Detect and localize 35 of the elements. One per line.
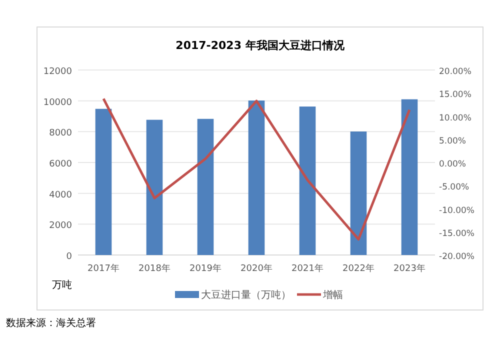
y2-tick-label: -20.00% bbox=[439, 252, 474, 262]
y-axis-title: 万吨 bbox=[52, 279, 72, 291]
y-tick-label: 0 bbox=[66, 252, 72, 262]
source-note: 数据来源：海关总署 bbox=[6, 317, 96, 329]
y-tick-label: 4000 bbox=[49, 190, 72, 200]
bar bbox=[401, 99, 418, 255]
x-tick-label: 2020年 bbox=[240, 263, 272, 274]
bar bbox=[146, 120, 163, 255]
x-tick-label: 2021年 bbox=[292, 263, 324, 274]
bar bbox=[95, 108, 112, 255]
y-tick-label: 10000 bbox=[43, 98, 72, 108]
y2-tick-label: -15.00% bbox=[439, 228, 474, 239]
y2-tick-label: 15.00% bbox=[439, 90, 472, 100]
chart-title: 2017-2023 年我国大豆进口情况 bbox=[176, 39, 346, 52]
x-tick-label: 2018年 bbox=[138, 263, 170, 274]
bar bbox=[197, 118, 214, 255]
y2-tick-label: 5.00% bbox=[439, 136, 466, 146]
y-tick-label: 6000 bbox=[49, 160, 72, 170]
y-tick-label: 12000 bbox=[43, 67, 72, 77]
x-tick-label: 2022年 bbox=[342, 263, 374, 274]
y-tick-label: 8000 bbox=[49, 128, 72, 139]
y2-tick-label: 20.00% bbox=[439, 67, 472, 77]
y2-tick-label: -10.00% bbox=[439, 206, 474, 216]
bar bbox=[248, 100, 265, 255]
legend-label: 增幅 bbox=[322, 289, 343, 301]
bar bbox=[299, 106, 316, 255]
x-tick-label: 2019年 bbox=[190, 263, 222, 274]
y2-tick-label: 0.00% bbox=[439, 160, 466, 170]
bar bbox=[350, 132, 367, 255]
x-tick-label: 2023年 bbox=[394, 263, 426, 274]
x-tick-label: 2017年 bbox=[88, 263, 120, 274]
y2-tick-label: -5.00% bbox=[439, 182, 470, 193]
legend-label: 大豆进口量（万吨） bbox=[201, 289, 291, 301]
y-tick-label: 2000 bbox=[49, 221, 72, 232]
y2-tick-label: 10.00% bbox=[439, 113, 472, 124]
